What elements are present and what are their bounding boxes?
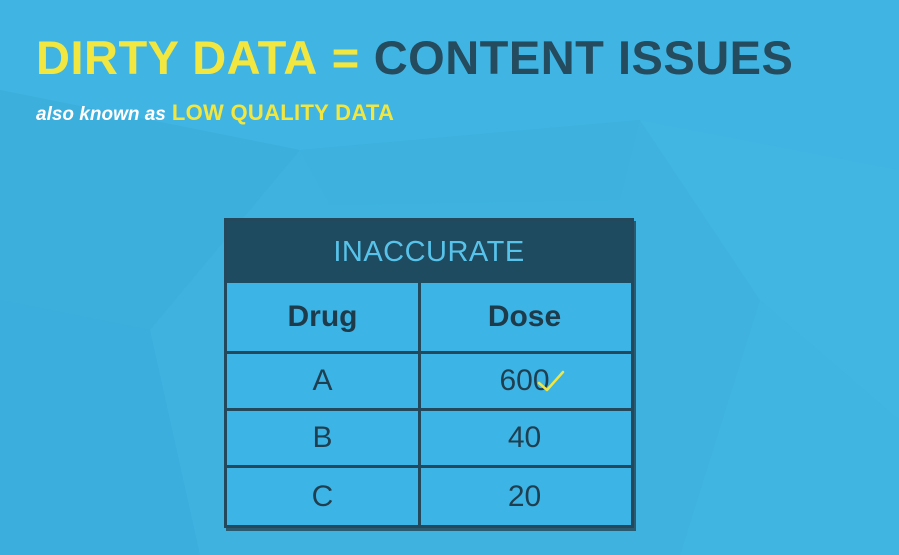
column-header-drug-label: Drug <box>287 300 358 333</box>
title-left-text: DIRTY DATA <box>36 31 318 84</box>
table-header: INACCURATE <box>227 221 631 283</box>
table-column-header-row: Drug Dose <box>227 283 631 351</box>
dose-value: 40 <box>507 421 542 454</box>
column-header-dose: Dose <box>418 283 631 351</box>
row-divider <box>227 465 631 468</box>
drug-cell: C <box>227 468 418 525</box>
row-divider <box>227 351 631 354</box>
slide-subtitle: also known as LOW QUALITY DATA <box>36 100 394 126</box>
dose-cell: 20 <box>418 468 631 525</box>
dose-cell: 40 <box>418 411 631 465</box>
dose-value: 600 <box>499 364 550 397</box>
subtitle-prefix: also known as <box>36 104 166 125</box>
drug-value: B <box>312 421 333 454</box>
drug-value: A <box>312 364 333 397</box>
row-divider <box>227 408 631 411</box>
drug-cell: B <box>227 411 418 465</box>
drug-value: C <box>311 479 334 513</box>
column-header-drug: Drug <box>227 283 418 351</box>
inaccurate-data-table: INACCURATE Drug Dose A 600 B 40 <box>224 218 634 528</box>
table-row: A 600 <box>227 354 631 408</box>
subtitle-highlight: LOW QUALITY DATA <box>171 100 395 125</box>
title-right-text: CONTENT ISSUES <box>373 31 794 84</box>
slide-title: DIRTY DATA = CONTENT ISSUES <box>36 30 793 86</box>
table-row: C 20 <box>227 468 631 525</box>
drug-cell: A <box>227 354 418 408</box>
dose-cell: 600 <box>418 354 631 408</box>
table-header-label: INACCURATE <box>333 235 525 268</box>
table-row: B 40 <box>227 411 631 465</box>
check-mark-icon <box>537 370 565 392</box>
column-divider <box>418 283 421 525</box>
title-equals-sign: = <box>331 31 360 84</box>
dose-value: 20 <box>507 479 542 513</box>
column-header-dose-label: Dose <box>487 300 562 333</box>
